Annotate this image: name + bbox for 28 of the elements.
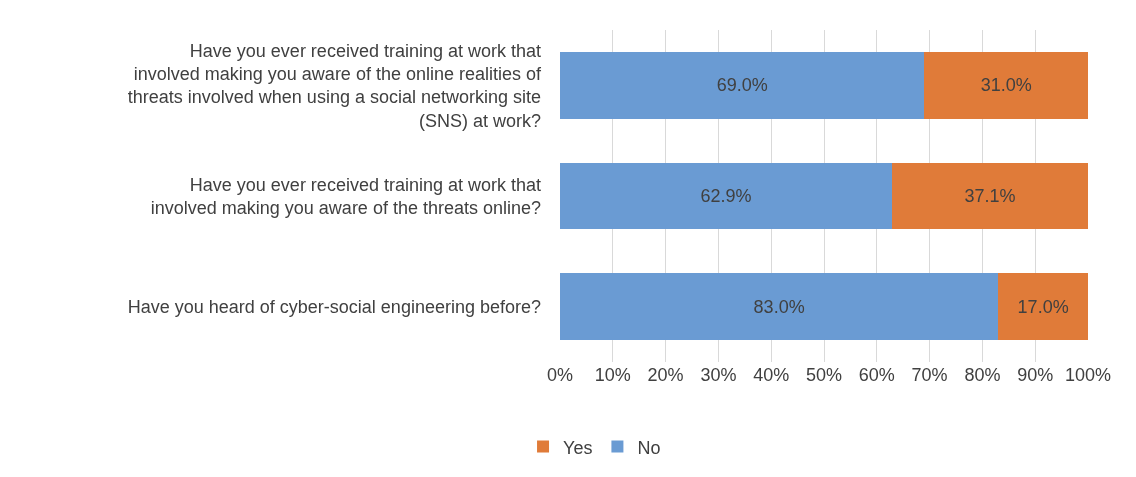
data-label: 83.0% bbox=[753, 296, 805, 317]
x-tick-label: 0% bbox=[546, 365, 574, 385]
y-tick-label: Have you heard of cyber-social engineering before? bbox=[127, 296, 541, 317]
x-tick-label: 40% bbox=[753, 365, 790, 385]
bar bbox=[924, 52, 1088, 119]
x-tick-label: 60% bbox=[858, 365, 895, 385]
bar bbox=[560, 273, 999, 340]
x-tick-label: 90% bbox=[1017, 365, 1054, 385]
x-tick-label: 80% bbox=[964, 365, 1001, 385]
x-tick-label: 100% bbox=[1064, 365, 1112, 385]
x-tick-label: 70% bbox=[911, 365, 948, 385]
bar bbox=[560, 162, 893, 230]
legend-label: Yes bbox=[563, 437, 593, 458]
data-label: 62.9% bbox=[700, 186, 752, 206]
legend-label: No bbox=[637, 437, 661, 458]
bar bbox=[998, 273, 1088, 340]
data-label: 17.0% bbox=[1017, 296, 1069, 317]
y-tick-label: Have you ever received training at work that involved making you aware of the online realities of threats involved when using a social networking site (SNS) at work? bbox=[127, 40, 542, 131]
x-tick-label: 50% bbox=[805, 365, 843, 385]
x-tick-label: 10% bbox=[594, 365, 631, 385]
data-label: 37.1% bbox=[964, 186, 1016, 206]
data-label: 31.0% bbox=[980, 75, 1032, 96]
x-tick-label: 30% bbox=[700, 365, 737, 385]
bar bbox=[892, 162, 1088, 230]
y-tick-label: Have you ever received training at work that involved making you aware of the threats online? bbox=[150, 174, 541, 218]
bar bbox=[560, 52, 925, 119]
x-tick-label: 20% bbox=[647, 365, 684, 385]
data-label: 69.0% bbox=[716, 75, 768, 96]
